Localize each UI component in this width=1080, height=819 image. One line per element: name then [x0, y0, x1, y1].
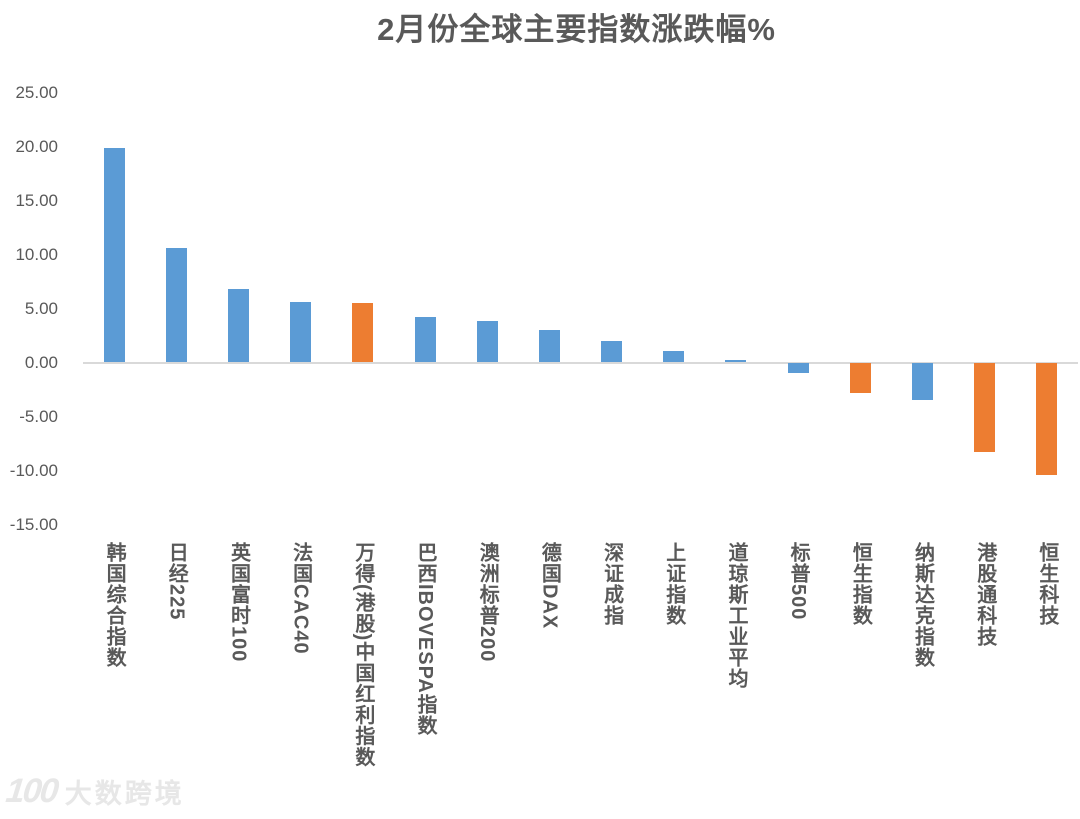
y-tick-label: 25.00 [15, 82, 58, 102]
category-label: 英国富时100 [227, 542, 250, 663]
bar [476, 321, 498, 363]
category-label: 纳斯达克指数 [911, 542, 934, 668]
bar [538, 330, 560, 363]
category-label: 恒生科技 [1035, 542, 1058, 626]
category-label: 深证成指 [600, 542, 623, 626]
bar [227, 289, 249, 363]
category-label: 上证指数 [662, 542, 685, 626]
bar [725, 360, 747, 363]
category-label: 港股通科技 [973, 542, 996, 647]
watermark-logo: 100 [4, 772, 59, 810]
category-label: 澳洲标普200 [476, 542, 499, 663]
category-label: 德国DAX [538, 542, 561, 630]
bar [663, 350, 685, 363]
y-tick-label: -10.00 [9, 460, 58, 480]
bar [414, 317, 436, 363]
bar [352, 303, 374, 363]
y-tick-label: 5.00 [24, 298, 58, 318]
bar [1036, 362, 1058, 475]
category-label: 巴西IBOVESPA指数 [414, 542, 437, 736]
bar [787, 362, 809, 374]
watermark-text: 大数跨境 [64, 779, 185, 809]
bar [103, 147, 125, 363]
category-label: 日经225 [165, 542, 188, 621]
y-tick-label: 15.00 [15, 190, 58, 210]
y-tick-label: 20.00 [15, 136, 58, 156]
bar [165, 248, 187, 363]
bar [849, 362, 871, 393]
category-label: 恒生指数 [849, 542, 872, 626]
category-label: 韩国综合指数 [103, 542, 126, 668]
y-tick-label: -5.00 [19, 406, 58, 426]
bar [912, 362, 934, 401]
y-tick-label: 0.00 [24, 352, 58, 372]
x-axis-line [83, 361, 1078, 364]
bar [290, 302, 312, 363]
category-label: 法国CAC40 [289, 542, 312, 655]
y-tick-label: -15.00 [9, 514, 58, 534]
chart-title: 2月份全球主要指数涨跌幅% [377, 12, 776, 47]
bar [974, 362, 996, 453]
category-label: 标普500 [787, 542, 810, 621]
category-label: 道琼斯工业平均 [724, 542, 747, 689]
y-tick-label: 10.00 [15, 244, 58, 264]
category-label: 万得(港股)中国红利指数 [351, 542, 374, 768]
watermark: 100 大数跨境 [4, 772, 185, 811]
bar [601, 340, 623, 363]
